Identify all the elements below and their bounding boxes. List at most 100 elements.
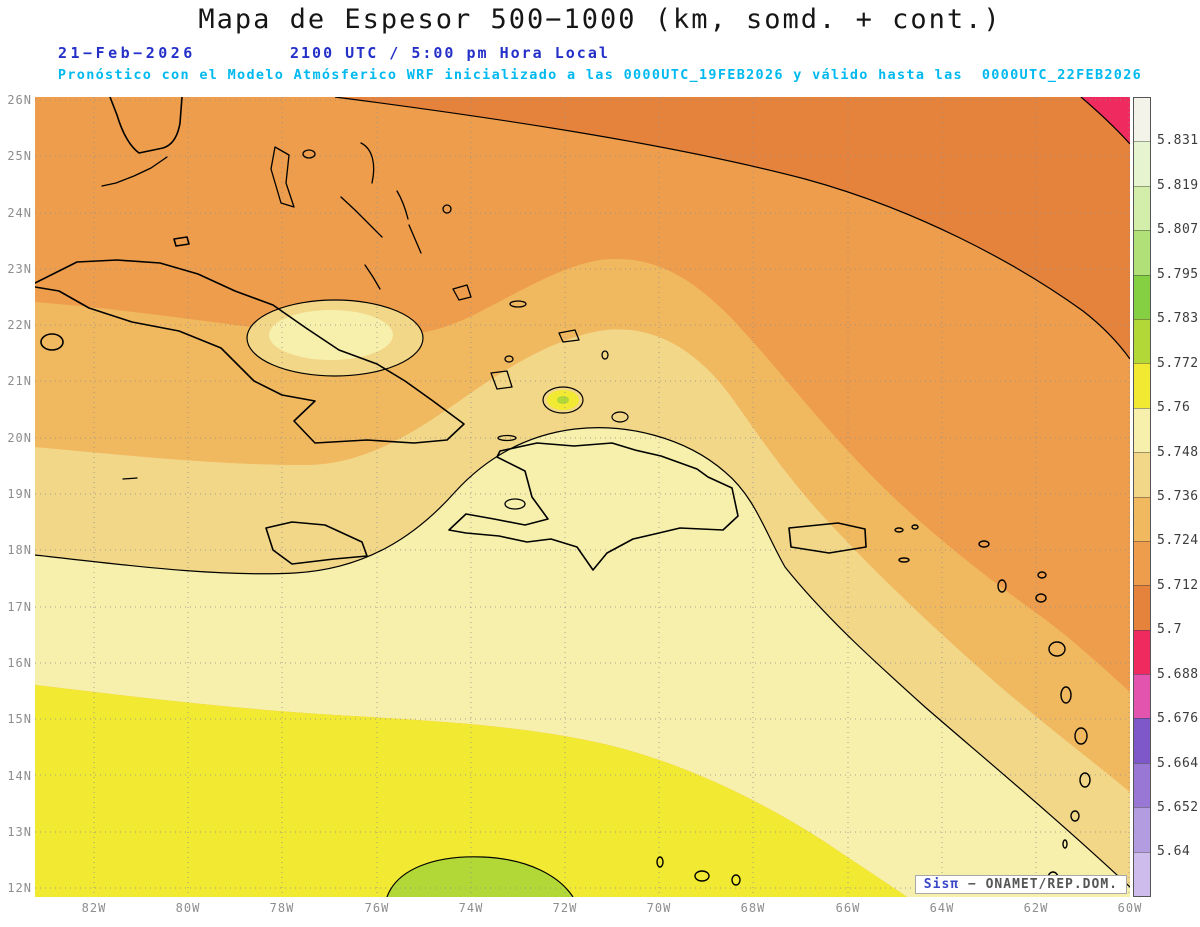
bahamas-group: [270, 142, 609, 390]
colorbar-tick-label: 5.76: [1157, 400, 1191, 415]
lat-tick-label: 20N: [7, 431, 32, 445]
lon-tick-label: 80W: [175, 901, 201, 915]
band-dark-orange-ne: [335, 97, 1130, 359]
colorbar-segment: [1134, 363, 1150, 408]
lesser-antilles-group: [894, 524, 1091, 885]
lat-tick-label: 18N: [7, 543, 32, 557]
lat-tick-label: 19N: [7, 487, 32, 501]
lon-tick-label: 70W: [646, 901, 672, 915]
attribution-box: Sisπ − ONAMET/REP.DOM.: [914, 875, 1127, 894]
contour-corner: [1080, 97, 1130, 145]
abc-islands-group: [656, 856, 741, 886]
lat-tick-label: 26N: [7, 93, 32, 107]
contour-lines-group: [35, 97, 1130, 897]
colorbar-tick-label: 5.676: [1157, 711, 1199, 726]
hispaniola-coastline: [448, 442, 739, 571]
lon-tick-label: 82W: [81, 901, 107, 915]
colorbar-tick-label: 5.772: [1157, 356, 1199, 371]
colorbar-segment: [1134, 540, 1150, 586]
contour-hispaniola-spot: [542, 386, 584, 414]
forecast-info-line: Pronóstico con el Modelo Atmósferico WRF…: [57, 67, 1143, 83]
lon-tick-label: 74W: [458, 901, 484, 915]
lat-tick-label: 12N: [7, 881, 32, 895]
lon-tick-label: 72W: [552, 901, 578, 915]
lat-tick-label: 23N: [7, 262, 32, 276]
colorbar-segment: [1134, 762, 1150, 808]
map-plot-area: Sisπ − ONAMET/REP.DOM.: [35, 97, 1130, 897]
isla-juventud: [40, 333, 64, 351]
colorbar-tick-label: 5.795: [1157, 267, 1199, 282]
contour-ne: [334, 97, 1130, 360]
band-yellow: [35, 685, 907, 897]
grid-meridians: [93, 97, 1130, 897]
grid-lines-group: [35, 97, 1130, 897]
cay-sal: [173, 236, 190, 247]
lon-tick-label: 60W: [1117, 901, 1143, 915]
colorbar-segment: [1134, 274, 1150, 319]
colorbar-tick-label: 5.724: [1157, 533, 1199, 548]
florida-coastline: [109, 97, 183, 154]
colorbar-segment: [1134, 452, 1150, 497]
attribution-org: − ONAMET/REP.DOM.: [959, 877, 1118, 892]
colorbar-tick-label: 5.748: [1157, 445, 1199, 460]
lon-tick-label: 68W: [740, 901, 766, 915]
page-title: Mapa de Espesor 500−1000 (km, somd. + co…: [198, 4, 1002, 35]
colorbar-segment: [1134, 851, 1150, 897]
colorbar: [1133, 97, 1151, 897]
gonave-island: [504, 498, 526, 510]
colorbar-segment: [1134, 185, 1150, 231]
band-light-orange: [35, 259, 1130, 792]
contour-green-patch: [386, 856, 574, 897]
colorbar-tick-label: 5.736: [1157, 489, 1199, 504]
colorbar-segment: [1134, 807, 1150, 852]
colorbar-tick-label: 5.831: [1157, 133, 1199, 148]
puerto-rico-coastline: [788, 522, 867, 554]
fill-bands-group: [35, 97, 1130, 897]
colorbar-tick-label: 5.807: [1157, 222, 1199, 237]
lon-tick-label: 64W: [929, 901, 955, 915]
colorbar-tick-label: 5.783: [1157, 311, 1199, 326]
colorbar-tick-label: 5.664: [1157, 756, 1199, 771]
contour-hispaniola-small: [611, 411, 629, 423]
contour-cuba-pocket: [246, 299, 424, 377]
band-crimson-corner: [1081, 97, 1130, 144]
colorbar-tick-label: 5.712: [1157, 578, 1199, 593]
lon-tick-label: 78W: [269, 901, 295, 915]
colorbar-segment: [1134, 585, 1150, 630]
colorbar-tick-label: 5.688: [1157, 667, 1199, 682]
colorbar-tick-label: 5.64: [1157, 844, 1191, 859]
colorbar-segment: [1134, 496, 1150, 541]
colorbar-segment: [1134, 230, 1150, 275]
colorbar-tick-label: 5.652: [1157, 800, 1199, 815]
lon-tick-label: 76W: [364, 901, 390, 915]
map-canvas: [35, 97, 1130, 897]
lon-tick-label: 66W: [835, 901, 861, 915]
colorbar-segment: [1134, 629, 1150, 675]
lat-tick-label: 21N: [7, 374, 32, 388]
colorbar-tick-label: 5.819: [1157, 178, 1199, 193]
lat-tick-label: 16N: [7, 656, 32, 670]
colorbar-tick-label: 5.7: [1157, 622, 1182, 637]
attribution-brand: Sisπ: [923, 877, 960, 892]
jamaica-coastline: [265, 521, 368, 565]
colorbar-segment: [1134, 141, 1150, 186]
colorbar-segment: [1134, 98, 1150, 142]
lat-tick-label: 17N: [7, 600, 32, 614]
contour-mid: [35, 427, 1130, 888]
lat-tick-label: 14N: [7, 769, 32, 783]
lat-tick-label: 15N: [7, 712, 32, 726]
florida-keys: [101, 156, 168, 187]
cuba-pale-pocket: [269, 310, 393, 360]
colorbar-segment: [1134, 718, 1150, 763]
lon-tick-label: 62W: [1023, 901, 1049, 915]
coastlines-group: [35, 97, 1091, 886]
valid-time-label: 2100 UTC / 5:00 pm Hora Local: [290, 44, 610, 62]
band-khaki: [35, 329, 1130, 887]
lat-tick-label: 24N: [7, 206, 32, 220]
colorbar-segment: [1134, 318, 1150, 364]
band-pale-yellow: [35, 427, 1130, 897]
hispaniola-green-dot: [557, 396, 569, 404]
colorbar-segment: [1134, 407, 1150, 453]
band-green-patch: [387, 856, 573, 897]
